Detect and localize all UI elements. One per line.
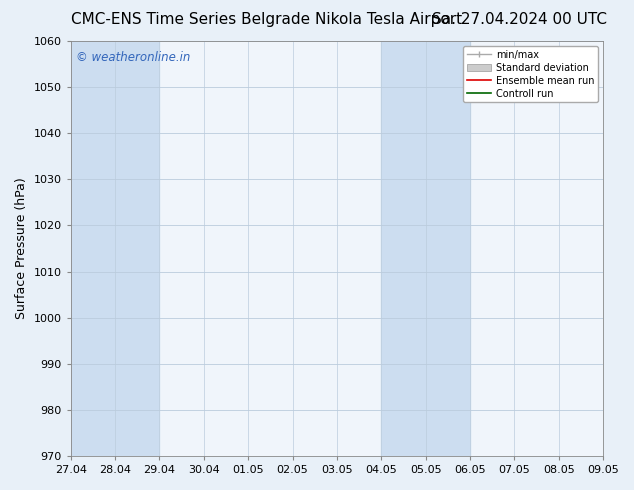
Bar: [71, 41, 159, 456]
Bar: [381, 41, 470, 456]
Text: Sa. 27.04.2024 00 UTC: Sa. 27.04.2024 00 UTC: [432, 12, 607, 27]
Text: CMC-ENS Time Series Belgrade Nikola Tesla Airport: CMC-ENS Time Series Belgrade Nikola Tesl…: [71, 12, 462, 27]
Text: © weatheronline.in: © weatheronline.in: [76, 51, 190, 64]
Y-axis label: Surface Pressure (hPa): Surface Pressure (hPa): [15, 178, 28, 319]
Legend: min/max, Standard deviation, Ensemble mean run, Controll run: min/max, Standard deviation, Ensemble me…: [463, 46, 598, 102]
